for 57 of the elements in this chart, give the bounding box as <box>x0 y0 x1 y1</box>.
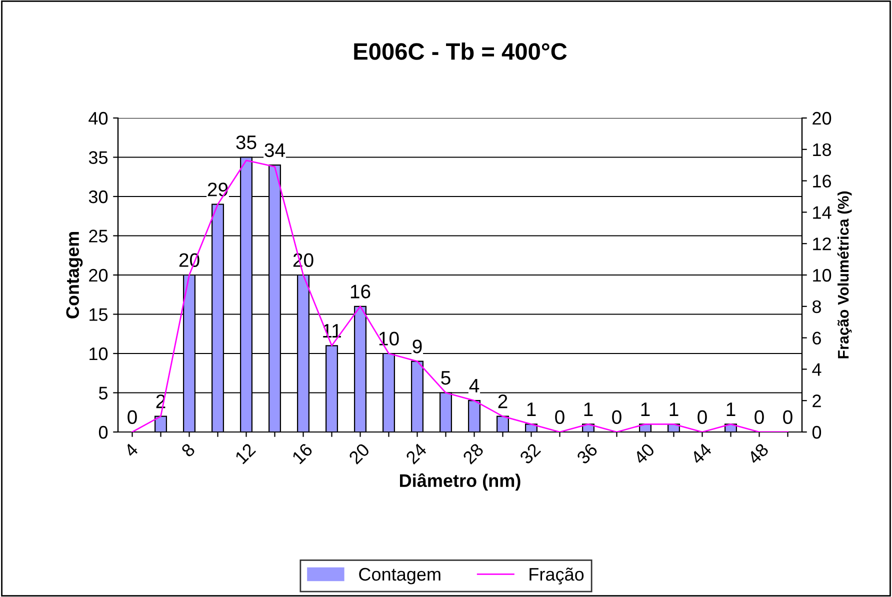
x-tick-label: 8 <box>180 442 196 458</box>
y2-tick-label: 16 <box>813 174 832 188</box>
x-tick-label: 4 <box>124 442 139 458</box>
y-tick-label: 5 <box>98 386 108 400</box>
y-tick-label: 40 <box>88 112 108 125</box>
x-tick-label: 16 <box>292 442 314 464</box>
data-label: 5 <box>441 371 450 385</box>
data-label: 1 <box>670 402 678 416</box>
data-label: 16 <box>350 284 370 298</box>
data-label: 0 <box>128 410 137 424</box>
x-tick-label: 40 <box>632 442 656 466</box>
y-tick-label: 20 <box>89 268 108 282</box>
data-label: 34 <box>264 143 285 158</box>
data-label: 35 <box>236 135 256 150</box>
data-label: 0 <box>698 410 707 424</box>
y2-tick-label: 4 <box>812 363 822 376</box>
data-label: 9 <box>412 340 422 354</box>
data-label: 1 <box>726 402 736 416</box>
y2-tick-label: 20 <box>812 112 832 125</box>
y2-tick-label: 12 <box>813 238 831 250</box>
x-tick-label: 48 <box>746 442 770 466</box>
y2-tick-label: 2 <box>812 394 821 408</box>
x-axis-title: Diâmetro (nm) <box>400 473 520 491</box>
x-tick-label: 28 <box>462 442 484 465</box>
data-label: 4 <box>469 379 480 392</box>
data-label: 10 <box>379 332 399 346</box>
data-label: 0 <box>612 410 622 424</box>
y2-axis-title: Fração Volumétrica (%) <box>837 191 852 358</box>
y2-tick-label: 10 <box>813 268 832 282</box>
data-label: 0 <box>783 410 792 424</box>
y2-tick-label: 18 <box>813 143 832 156</box>
x-tick-label: 36 <box>576 442 598 465</box>
y-tick-label: 0 <box>98 426 108 439</box>
data-label: 1 <box>641 402 650 416</box>
x-tick-label: 44 <box>690 442 712 465</box>
y2-tick-label: 6 <box>812 332 821 345</box>
y-tick-label: 30 <box>88 190 108 204</box>
data-label: 1 <box>527 402 536 416</box>
x-tick-label: 20 <box>348 442 370 465</box>
x-tick-label: 32 <box>519 442 542 465</box>
legend-label: Fração <box>530 568 584 584</box>
y-tick-label: 25 <box>89 230 108 242</box>
y-tick-label: 10 <box>90 347 108 360</box>
data-label: 0 <box>555 410 564 424</box>
data-label: 1 <box>584 402 593 416</box>
y2-tick-label: 8 <box>812 300 821 314</box>
y-tick-label: 15 <box>90 308 108 321</box>
legend-label: Contagem <box>359 568 440 584</box>
data-label: 0 <box>754 410 764 424</box>
x-tick-label: 24 <box>405 442 428 465</box>
y2-tick-label: 0 <box>812 426 822 439</box>
chart-title: E006C - Tb = 400°C <box>354 42 567 60</box>
x-tick-label: 12 <box>234 442 256 464</box>
y-tick-label: 35 <box>88 151 108 164</box>
data-label: 2 <box>498 394 508 408</box>
y-axis-title: Contagem <box>66 232 83 318</box>
y2-tick-label: 14 <box>813 206 832 219</box>
